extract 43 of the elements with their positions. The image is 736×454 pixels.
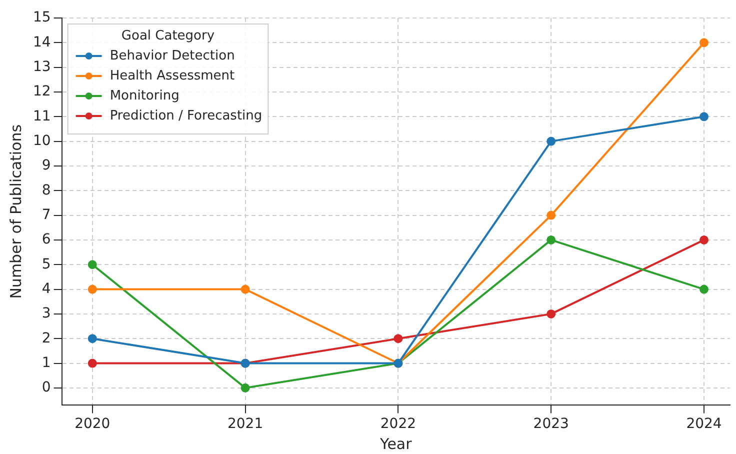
y-tick-label: 1 — [42, 354, 51, 371]
y-tick-label: 2 — [42, 330, 51, 346]
point — [546, 309, 556, 318]
point — [394, 334, 403, 344]
point — [546, 136, 556, 146]
y-tick-label: 5 — [42, 256, 51, 272]
point — [700, 112, 709, 122]
legend-label: Prediction / Forecasting — [110, 108, 262, 124]
y-tick-label: 13 — [32, 58, 51, 75]
legend-label: Monitoring — [110, 88, 180, 104]
point — [88, 358, 97, 368]
legend-label: Health Assessment — [110, 68, 235, 84]
y-tick-label: 14 — [32, 34, 51, 50]
x-axis-title: Year — [379, 434, 413, 453]
point — [700, 38, 709, 48]
x-tick-label: 2022 — [380, 416, 416, 432]
x-tick-label: 2020 — [74, 416, 110, 432]
point — [700, 284, 709, 294]
y-tick-label: 3 — [42, 306, 51, 322]
point — [240, 284, 250, 294]
y-axis-title: Number of Publications — [6, 124, 25, 299]
y-tick-label: 8 — [42, 182, 51, 198]
y-tick-label: 9 — [42, 158, 51, 174]
y-tick-label: 4 — [42, 280, 51, 297]
legend-label: Behavior Detection — [110, 48, 235, 64]
x-tick-label: 2024 — [686, 416, 722, 432]
y-tick-label: 11 — [32, 108, 51, 124]
y-tick-label: 0 — [42, 380, 51, 396]
point — [546, 210, 556, 220]
y-tick-label: 6 — [42, 232, 51, 248]
point — [240, 383, 250, 392]
y-tick-label: 10 — [32, 132, 51, 149]
y-tick-label: 12 — [32, 84, 51, 100]
y-tick-label: 7 — [42, 206, 51, 223]
point — [700, 235, 709, 244]
legend-title: Goal Category — [121, 28, 215, 44]
x-tick-label: 2023 — [533, 416, 569, 432]
y-tick-label: 15 — [32, 10, 51, 26]
point — [88, 284, 97, 294]
x-tick-label: 2021 — [227, 416, 264, 432]
point — [546, 235, 556, 244]
point — [88, 334, 97, 344]
point — [88, 260, 97, 270]
